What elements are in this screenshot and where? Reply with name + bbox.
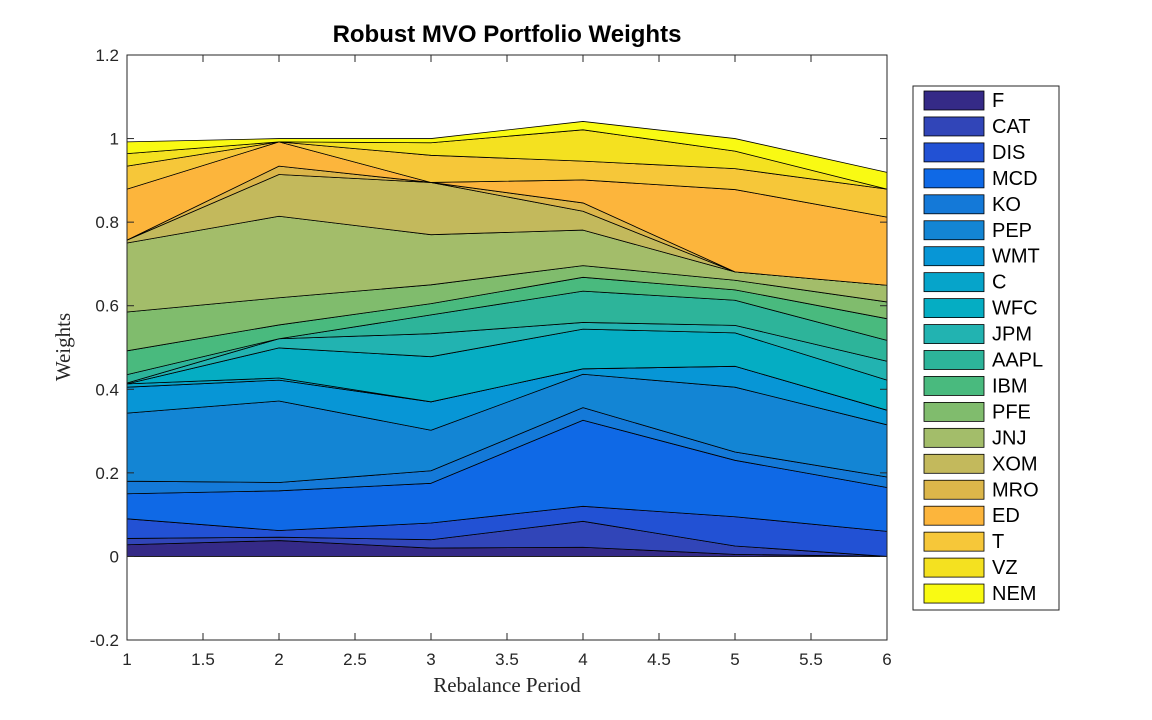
- legend-item-aapl: AAPL: [923, 350, 1043, 372]
- legend-item-f: F: [923, 90, 1004, 112]
- legend-swatch: [923, 90, 985, 111]
- legend-item-wmt: WMT: [923, 246, 1040, 268]
- legend-swatch: [923, 401, 985, 422]
- area-series-group: [126, 121, 888, 557]
- y-tick-label: 0.6: [95, 297, 119, 316]
- legend-item-jnj: JNJ: [923, 427, 1026, 449]
- legend-swatch: [923, 220, 985, 241]
- x-tick-label: 2: [274, 650, 283, 669]
- x-tick-label: 5: [730, 650, 739, 669]
- y-tick-label: 1: [110, 130, 119, 149]
- legend-label: WMT: [992, 246, 1040, 268]
- legend-item-cat: CAT: [923, 116, 1031, 138]
- x-axis-label: Rebalance Period: [433, 673, 581, 697]
- legend-label: DIS: [992, 142, 1025, 164]
- legend-label: WFC: [992, 298, 1038, 320]
- legend-label: PEP: [992, 220, 1032, 242]
- legend-swatch: [923, 116, 985, 137]
- legend-label: KO: [992, 194, 1021, 216]
- legend-item-pfe: PFE: [923, 401, 1031, 423]
- x-tick-label: 6: [882, 650, 891, 669]
- x-tick-label: 5.5: [799, 650, 823, 669]
- legend-items: F CAT DIS MCD KO PEP WMT C WFC JPM AAPL IBM PFE JNJ XO…: [923, 90, 1043, 605]
- legend-label: T: [992, 531, 1004, 553]
- legend-label: JNJ: [992, 427, 1026, 449]
- legend-label: ED: [992, 505, 1020, 527]
- x-tick-label: 3: [426, 650, 435, 669]
- legend-item-xom: XOM: [923, 453, 1038, 475]
- x-tick-label: 1: [122, 650, 131, 669]
- y-tick-label: 1.2: [95, 46, 119, 65]
- legend-label: AAPL: [992, 350, 1043, 372]
- x-tick-label: 3.5: [495, 650, 519, 669]
- x-tick-label: 2.5: [343, 650, 367, 669]
- legend-item-vz: VZ: [923, 557, 1018, 579]
- legend-swatch: [923, 531, 985, 552]
- legend-swatch: [923, 272, 985, 293]
- legend-label: MCD: [992, 168, 1038, 190]
- legend-swatch: [923, 376, 985, 396]
- legend-swatch: [923, 246, 985, 267]
- legend-label: VZ: [992, 557, 1018, 579]
- legend-box: [912, 85, 1060, 611]
- legend-item-t: T: [923, 531, 1004, 553]
- axis-ticks-group: 1 1.5 2 2.5 3 3.5 4 4.5 5 5.5 6 -0.2 0 0.2 0.4 0.6 0.8 1 1…: [90, 46, 892, 669]
- legend-item-wfc: WFC: [923, 298, 1038, 320]
- legend-label: F: [992, 90, 1004, 112]
- y-axis-label: Weights: [51, 313, 75, 381]
- legend-swatch: [923, 324, 985, 344]
- legend-swatch: [923, 557, 985, 578]
- legend-swatch: [923, 479, 985, 500]
- legend-item-pep: PEP: [923, 220, 1032, 242]
- legend-swatch: [923, 583, 985, 604]
- legend-label: MRO: [992, 479, 1039, 501]
- legend-swatch: [923, 194, 985, 215]
- legend-item-jpm: JPM: [923, 324, 1032, 346]
- legend-swatch: [923, 427, 985, 448]
- x-tick-label: 4: [578, 650, 587, 669]
- legend-item-mcd: MCD: [923, 168, 1038, 190]
- legend-label: CAT: [992, 116, 1031, 138]
- legend-label: NEM: [992, 583, 1036, 605]
- legend-item-nem: NEM: [923, 583, 1036, 605]
- legend-item-ko: KO: [923, 194, 1021, 216]
- legend-swatch: [923, 453, 985, 474]
- legend-label: JPM: [992, 324, 1032, 346]
- legend-item-ibm: IBM: [923, 375, 1028, 397]
- y-tick-label: -0.2: [90, 631, 119, 650]
- legend-item-ed: ED: [923, 505, 1020, 527]
- y-tick-label: 0.2: [95, 464, 119, 483]
- legend-item-c: C: [923, 272, 1006, 294]
- y-tick-label: 0: [110, 547, 119, 566]
- x-tick-label: 4.5: [647, 650, 671, 669]
- legend-swatch: [923, 142, 985, 163]
- x-tick-label: 1.5: [191, 650, 215, 669]
- legend-label: XOM: [992, 453, 1038, 475]
- legend-item-dis: DIS: [923, 142, 1025, 164]
- y-tick-label: 0.4: [95, 380, 119, 399]
- legend-label: C: [992, 272, 1006, 294]
- legend-label: IBM: [992, 375, 1028, 397]
- chart-title: Robust MVO Portfolio Weights: [333, 21, 682, 48]
- legend-swatch: [923, 505, 985, 526]
- legend-label: PFE: [992, 401, 1031, 423]
- y-tick-label: 0.8: [95, 213, 119, 232]
- legend-swatch: [923, 298, 985, 319]
- legend-swatch: [923, 168, 985, 189]
- legend-item-mro: MRO: [923, 479, 1039, 501]
- legend-swatch: [923, 350, 985, 370]
- legend: F CAT DIS MCD KO PEP WMT C WFC JPM AAPL IBM PFE JNJ XO…: [912, 85, 1060, 611]
